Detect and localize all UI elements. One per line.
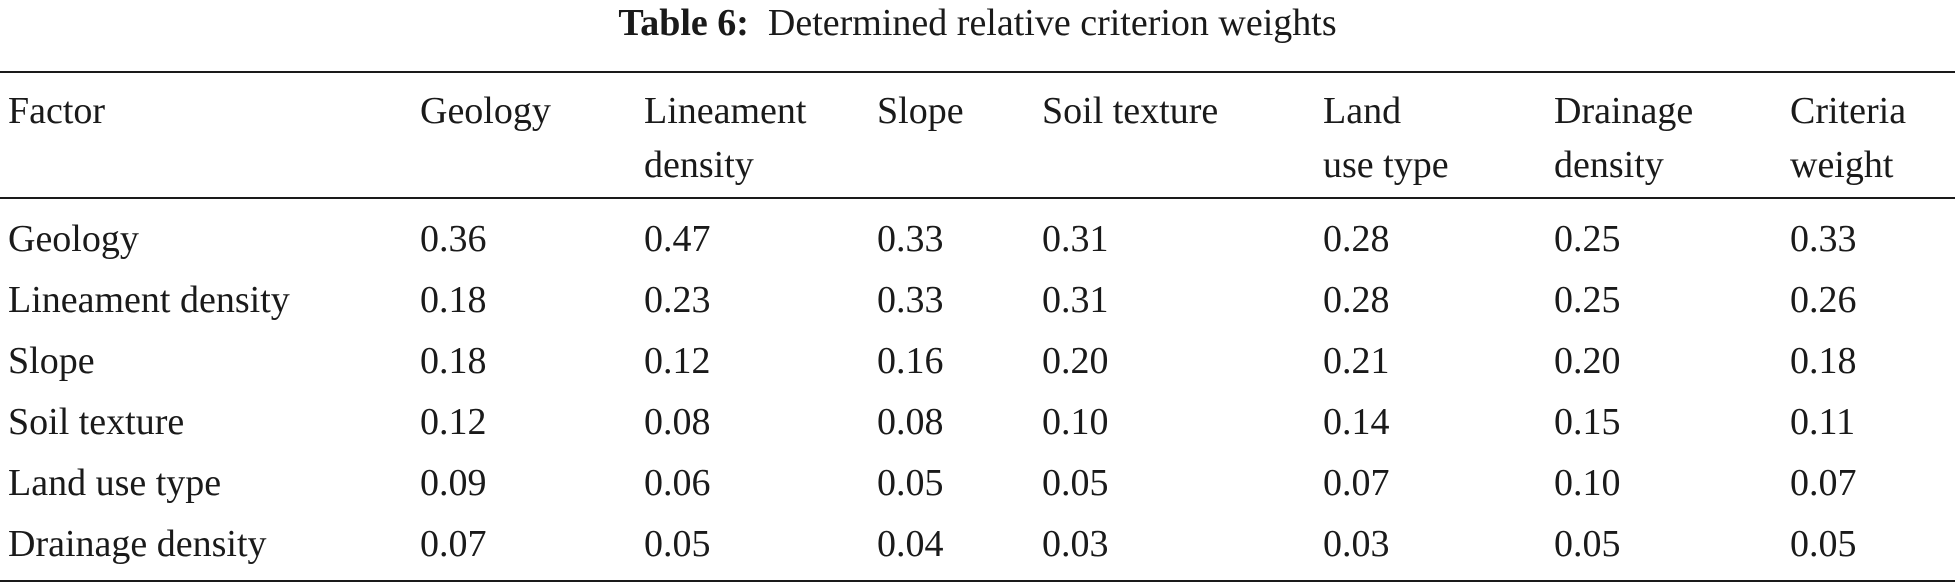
table-row: Geology 0.36 0.47 0.33 0.31 0.28 0.25 0.… bbox=[0, 209, 1955, 270]
table-cell: 0.21 bbox=[1323, 340, 1390, 382]
table-cell: 0.14 bbox=[1323, 401, 1390, 443]
table-cell: 0.07 bbox=[420, 523, 487, 565]
table-cell: 0.18 bbox=[1790, 340, 1857, 382]
table-cell: 0.07 bbox=[1323, 462, 1390, 504]
header-rule bbox=[0, 197, 1955, 199]
table-cell: 0.25 bbox=[1554, 218, 1621, 260]
table-cell: 0.05 bbox=[877, 462, 944, 504]
table-cell: 0.16 bbox=[877, 340, 944, 382]
table-cell: 0.03 bbox=[1323, 523, 1390, 565]
table-cell: 0.07 bbox=[1790, 462, 1857, 504]
table-cell: 0.15 bbox=[1554, 401, 1621, 443]
table-cell: 0.18 bbox=[420, 279, 487, 321]
table-cell: 0.33 bbox=[877, 218, 944, 260]
table-cell: 0.47 bbox=[644, 218, 711, 260]
row-label: Geology bbox=[8, 218, 139, 260]
table-cell: 0.12 bbox=[420, 401, 487, 443]
table-caption: Table 6: Determined relative criterion w… bbox=[0, 0, 1955, 46]
header-geology: Geology bbox=[420, 90, 551, 132]
bottom-rule bbox=[0, 580, 1955, 582]
row-label: Drainage density bbox=[8, 523, 267, 565]
table-row: Land use type 0.09 0.06 0.05 0.05 0.07 0… bbox=[0, 453, 1955, 514]
table-cell: 0.03 bbox=[1042, 523, 1109, 565]
table-cell: 0.05 bbox=[1554, 523, 1621, 565]
header-soil-texture: Soil texture bbox=[1042, 90, 1219, 132]
table-cell: 0.31 bbox=[1042, 218, 1109, 260]
table-cell: 0.31 bbox=[1042, 279, 1109, 321]
row-label: Lineament density bbox=[8, 279, 290, 321]
table-cell: 0.26 bbox=[1790, 279, 1857, 321]
table-cell: 0.25 bbox=[1554, 279, 1621, 321]
table-cell: 0.20 bbox=[1042, 340, 1109, 382]
header-criteria-weight: Criteria weight bbox=[1790, 90, 1907, 186]
table-cell: 0.20 bbox=[1554, 340, 1621, 382]
table-row: Lineament density 0.18 0.23 0.33 0.31 0.… bbox=[0, 270, 1955, 331]
table-cell: 0.12 bbox=[644, 340, 711, 382]
table-cell: 0.36 bbox=[420, 218, 487, 260]
table-cell: 0.08 bbox=[644, 401, 711, 443]
table-row: Slope 0.18 0.12 0.16 0.20 0.21 0.20 0.18 bbox=[0, 331, 1955, 392]
table-cell: 0.10 bbox=[1554, 462, 1621, 504]
table-cell: 0.05 bbox=[1042, 462, 1109, 504]
row-label: Soil texture bbox=[8, 401, 185, 443]
table-cell: 0.08 bbox=[877, 401, 944, 443]
header-factor: Factor bbox=[8, 90, 106, 132]
header-land-use-type: Land use type bbox=[1323, 90, 1449, 186]
table-cell: 0.18 bbox=[420, 340, 487, 382]
table-cell: 0.05 bbox=[1790, 523, 1857, 565]
top-rule bbox=[0, 71, 1955, 73]
header-slope: Slope bbox=[877, 90, 964, 132]
caption-title: Determined relative criterion weights bbox=[767, 2, 1337, 44]
table-cell: 0.33 bbox=[1790, 218, 1857, 260]
caption-label: Table 6: bbox=[618, 2, 749, 44]
table-row: Soil texture 0.12 0.08 0.08 0.10 0.14 0.… bbox=[0, 392, 1955, 453]
table-cell: 0.05 bbox=[644, 523, 711, 565]
row-label: Slope bbox=[8, 340, 95, 382]
table-cell: 0.04 bbox=[877, 523, 944, 565]
table-row: Drainage density 0.07 0.05 0.04 0.03 0.0… bbox=[0, 514, 1955, 575]
header-lineament-density: Lineament density bbox=[644, 90, 807, 186]
table-cell: 0.09 bbox=[420, 462, 487, 504]
table-cell: 0.23 bbox=[644, 279, 711, 321]
header-drainage-density: Drainage density bbox=[1554, 90, 1694, 186]
table-cell: 0.28 bbox=[1323, 279, 1390, 321]
table-cell: 0.11 bbox=[1790, 401, 1856, 443]
table-cell: 0.33 bbox=[877, 279, 944, 321]
table-cell: 0.06 bbox=[644, 462, 711, 504]
table-cell: 0.10 bbox=[1042, 401, 1109, 443]
table-cell: 0.28 bbox=[1323, 218, 1390, 260]
row-label: Land use type bbox=[8, 462, 222, 504]
